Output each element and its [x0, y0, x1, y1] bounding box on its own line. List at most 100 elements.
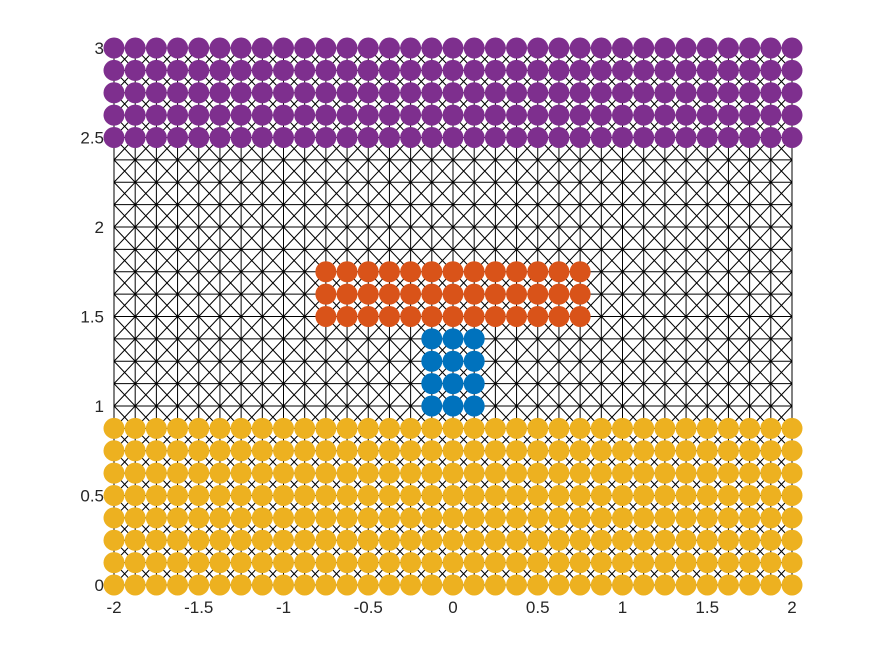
- scatter-series-2: [421, 328, 485, 417]
- mesh-diagonal: [516, 226, 539, 250]
- scatter-point: [781, 574, 803, 596]
- mesh-diagonal: [728, 360, 750, 384]
- mesh-diagonal: [706, 226, 729, 250]
- scatter-point: [294, 507, 316, 529]
- mesh-diagonal: [177, 159, 200, 183]
- scatter-point: [590, 529, 612, 551]
- mesh-diagonal: [622, 181, 645, 205]
- scatter-point: [124, 552, 146, 574]
- scatter-point: [124, 59, 146, 81]
- scatter-point: [167, 59, 189, 81]
- scatter-point: [315, 462, 337, 484]
- scatter-point: [569, 574, 591, 596]
- mesh-diagonal: [113, 159, 136, 183]
- scatter-point: [654, 507, 676, 529]
- mesh-diagonal: [664, 316, 687, 340]
- mesh-diagonal: [600, 204, 623, 228]
- scatter-point: [463, 507, 485, 529]
- scatter-point: [633, 462, 655, 484]
- mesh-diagonal: [643, 271, 666, 295]
- mesh-diagonal: [728, 293, 750, 317]
- scatter-point: [442, 283, 464, 305]
- mesh-diagonal: [431, 181, 454, 205]
- scatter-point: [357, 529, 379, 551]
- scatter-point: [633, 59, 655, 81]
- scatter-point: [463, 529, 485, 551]
- scatter-point: [739, 552, 761, 574]
- mesh-diagonal: [113, 181, 136, 205]
- scatter-point: [421, 395, 443, 417]
- scatter-point: [378, 507, 400, 529]
- scatter-point: [336, 59, 358, 81]
- scatter-point: [421, 59, 443, 81]
- mesh-diagonal: [367, 360, 390, 384]
- mesh-diagonal: [410, 181, 433, 205]
- scatter-point: [633, 507, 655, 529]
- scatter-point: [590, 485, 612, 506]
- scatter-point: [336, 507, 358, 529]
- mesh-diagonal: [177, 271, 200, 295]
- mesh-diagonal: [685, 226, 708, 250]
- mesh-diagonal: [389, 226, 411, 250]
- mesh-diagonal: [473, 159, 496, 183]
- mesh-diagonal: [325, 181, 348, 205]
- scatter-point: [569, 529, 591, 551]
- scatter-point: [230, 485, 252, 506]
- mesh-diagonal: [516, 204, 539, 228]
- mesh-diagonal: [473, 181, 496, 205]
- mesh-diagonal: [706, 383, 729, 407]
- y-tick-label: 0.5: [80, 487, 104, 506]
- mesh-diagonal: [622, 360, 645, 384]
- scatter-point: [315, 59, 337, 81]
- mesh-diagonal: [558, 159, 581, 183]
- scatter-point: [484, 261, 506, 283]
- mesh-diagonal: [685, 316, 708, 340]
- mesh-diagonal: [367, 159, 390, 183]
- scatter-point: [717, 529, 739, 551]
- scatter-point: [696, 462, 718, 484]
- mesh-diagonal: [198, 226, 221, 250]
- scatter-point: [124, 417, 146, 439]
- scatter-point: [442, 350, 464, 372]
- scatter-point: [781, 417, 803, 439]
- scatter-point: [612, 529, 633, 551]
- scatter-point: [103, 529, 125, 551]
- scatter-point: [484, 306, 506, 327]
- mesh-diagonal: [325, 360, 348, 384]
- scatter-point: [167, 417, 189, 439]
- scatter-point: [188, 59, 210, 81]
- scatter-point: [103, 82, 125, 104]
- scatter-point: [717, 59, 739, 81]
- scatter-point: [230, 552, 252, 574]
- scatter-point: [251, 552, 273, 574]
- scatter-point: [484, 283, 506, 305]
- scatter-point: [442, 440, 464, 462]
- scatter-point: [400, 529, 422, 551]
- scatter-point: [696, 552, 718, 574]
- scatter-point: [251, 127, 273, 148]
- mesh-diagonal: [749, 338, 772, 362]
- mesh-diagonal: [283, 383, 306, 407]
- mesh-diagonal: [770, 383, 793, 407]
- scatter-point: [167, 574, 189, 596]
- mesh-diagonal: [325, 338, 348, 362]
- y-tick-label: 3: [95, 39, 104, 58]
- scatter-point: [548, 82, 570, 104]
- scatter-point: [569, 104, 591, 126]
- mesh-diagonal: [643, 249, 666, 273]
- mesh-diagonal: [134, 293, 157, 317]
- scatter-point: [442, 574, 464, 596]
- scatter-point: [251, 37, 273, 59]
- scatter-point: [315, 507, 337, 529]
- scatter-point: [696, 37, 718, 59]
- scatter-point: [421, 104, 443, 126]
- mesh-diagonal: [685, 204, 708, 228]
- scatter-point: [378, 306, 400, 327]
- mesh-diagonal: [728, 226, 750, 250]
- scatter-point: [739, 104, 761, 126]
- mesh-diagonal: [558, 181, 581, 205]
- scatter-point: [654, 127, 676, 148]
- mesh-diagonal: [219, 204, 242, 228]
- scatter-point: [717, 574, 739, 596]
- mesh-diagonal: [537, 159, 560, 183]
